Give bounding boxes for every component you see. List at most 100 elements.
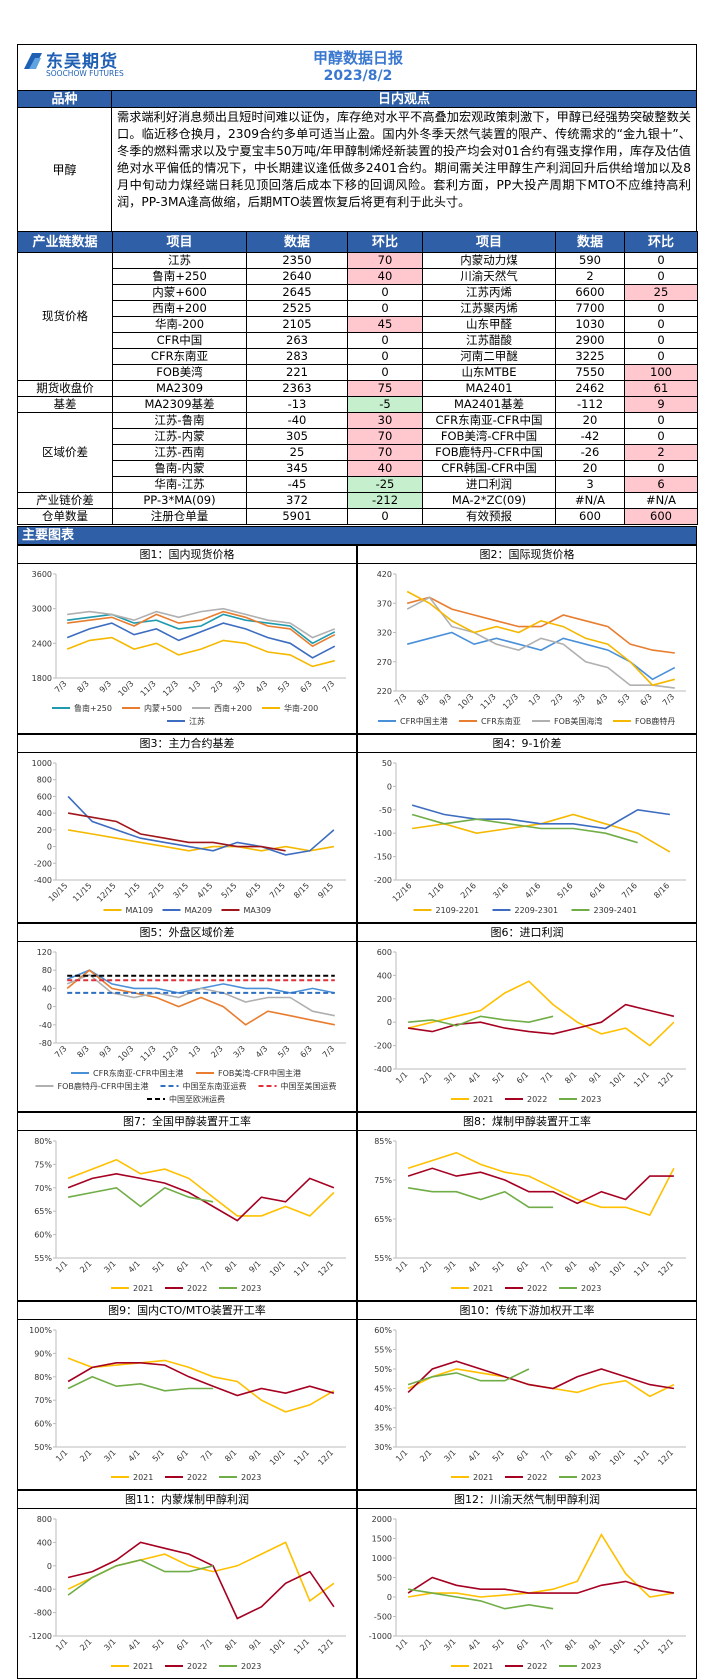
x-tick-label: 1/16 xyxy=(427,881,446,900)
y-tick-label: -80 xyxy=(39,1039,52,1048)
x-tick-label: 6/1 xyxy=(175,1448,190,1463)
y-tick-label: 400 xyxy=(377,971,392,980)
y-tick-label: 2000 xyxy=(372,1515,392,1524)
series-line xyxy=(67,1541,335,1603)
chart: -1000 -500 0 500 1000 1500 2000 1/1 2/1 3/1 4/1 5/1… xyxy=(369,1515,686,1671)
x-tick-label: 2/1 xyxy=(78,1448,93,1463)
x-tick-label: 7/15 xyxy=(268,881,287,900)
legend-label: 2023 xyxy=(581,1473,601,1482)
y-tick-label: -400 xyxy=(34,876,52,885)
series-line xyxy=(66,636,335,668)
view-text: 需求端利好消息频出且短时间难以证伪，库存绝对水平不高叠加宏观政策刺激下，甲醇已经… xyxy=(111,107,697,232)
change-cell: 0 xyxy=(624,268,698,285)
legend-label: CFR东南亚 xyxy=(481,716,521,726)
change-cell: 61 xyxy=(624,380,698,397)
y-tick-label: 45% xyxy=(374,1385,392,1394)
table-row: 基差 MA2309基差 -13 -5 MA2401基差 -112 9 xyxy=(17,396,698,413)
series-line xyxy=(408,1015,554,1027)
change-cell: 0 xyxy=(347,508,423,525)
chart-panel: 图4：9-1价差 -200 -150 -100 -50 0 50 12/16 1/16 2/16 3… xyxy=(357,734,697,923)
item-cell: CFR韩国-CFR中国 xyxy=(422,460,556,477)
x-tick-label: 12/15 xyxy=(95,881,118,904)
x-tick-label: 11/3 xyxy=(479,692,498,711)
x-tick-label: 1/1 xyxy=(54,1259,69,1274)
y-tick-label: -400 xyxy=(34,1585,52,1594)
x-tick-label: 12/3 xyxy=(161,679,180,698)
change-cell: 0 xyxy=(624,460,698,477)
x-tick-label: 9/1 xyxy=(247,1448,262,1463)
x-tick-label: 6/1 xyxy=(175,1637,190,1652)
change-cell: #N/A xyxy=(624,492,698,509)
y-tick-label: 800 xyxy=(37,1515,52,1524)
table-row: 鲁南-内蒙 345 40 CFR韩国-CFR中国 20 0 xyxy=(18,460,698,477)
value-cell: 20 xyxy=(555,412,625,429)
chart-title: 图9：国内CTO/MTO装置开工率 xyxy=(18,1302,356,1320)
item-cell: 进口利润 xyxy=(422,476,556,493)
y-tick-label: -1200 xyxy=(29,1632,52,1641)
value-cell: 221 xyxy=(246,364,348,381)
x-tick-label: 7/1 xyxy=(539,1070,554,1085)
series-line xyxy=(407,1151,675,1217)
item-cell: FOB美湾-CFR中国 xyxy=(422,428,556,445)
chart-panel: 图7：全国甲醇装置开工率 55% 60% 65% 70% 75% 80% 1/1 2/1 3/1 4… xyxy=(17,1112,357,1301)
value-cell: 6600 xyxy=(555,284,625,301)
y-tick-label: 0 xyxy=(387,782,392,791)
value-cell: 2350 xyxy=(246,252,348,269)
chart-title: 图10：传统下游加权开工率 xyxy=(358,1302,696,1320)
series-line xyxy=(411,804,671,830)
x-tick-label: 10/3 xyxy=(116,1044,135,1063)
x-tick-label: 1/1 xyxy=(54,1448,69,1463)
y-tick-label: 60% xyxy=(34,1420,52,1429)
x-tick-label: 2/3 xyxy=(549,692,564,707)
change-cell: 0 xyxy=(347,364,423,381)
logo-subtext: SOOCHOW FUTURES xyxy=(46,69,124,78)
value-cell: 20 xyxy=(555,460,625,477)
value-cell: 345 xyxy=(246,460,348,477)
value-cell: 2105 xyxy=(246,316,348,333)
value-cell: 25 xyxy=(246,444,348,461)
x-tick-label: 7/16 xyxy=(620,881,639,900)
x-tick-label: 4/1 xyxy=(467,1070,482,1085)
chart: 55% 60% 65% 70% 75% 80% 1/1 2/1 3/1 4/1 5/1 6/1 7/1 8… xyxy=(34,1137,346,1293)
y-tick-label: -1000 xyxy=(369,1632,392,1641)
legend-label: 2023 xyxy=(581,1095,601,1104)
item-cell: FOB鹿特丹-CFR中国 xyxy=(422,444,556,461)
series-line xyxy=(407,1532,675,1598)
change-cell: 70 xyxy=(347,444,423,461)
change-cell: 100 xyxy=(624,364,698,381)
y-tick-label: 70% xyxy=(34,1184,52,1193)
chart: 1800 2400 3000 3600 7/3 8/3 9/3 10/3 11/3 12/3 1/3… xyxy=(32,570,346,726)
x-tick-label: 5/1 xyxy=(491,1448,506,1463)
legend-label: 中国至美国运费 xyxy=(281,1081,337,1091)
value-cell: 590 xyxy=(555,252,625,269)
table-row: 产业链价差 PP-3*MA(09) 372 -212 MA-2*ZC(09) #N/A #N… xyxy=(17,492,698,509)
chart: 30% 35% 40% 45% 50% 55% 60% 1/1 2/1 3/1 4/1 5/1 6/1 7… xyxy=(374,1326,686,1482)
x-tick-label: 1/1 xyxy=(394,1448,409,1463)
value-cell: 2 xyxy=(555,268,625,285)
x-tick-label: 12/1 xyxy=(316,1637,335,1656)
series-line xyxy=(67,1541,335,1620)
y-tick-label: 55% xyxy=(374,1346,392,1355)
chart-panel: 图8：煤制甲醇装置开工率 55% 65% 75% 85% 1/1 2/1 3/1 4/1 5/1 6… xyxy=(357,1112,697,1301)
table-row: CFR东南亚 283 0 河南二甲醚 3225 0 xyxy=(18,348,698,365)
series-line xyxy=(67,1186,214,1208)
item-cell: 西南+200 xyxy=(112,300,247,317)
change-cell: -212 xyxy=(347,492,423,509)
series-line xyxy=(407,1003,675,1035)
x-tick-label: 3/1 xyxy=(102,1259,117,1274)
y-tick-label: 600 xyxy=(377,948,392,957)
y-tick-label: 320 xyxy=(377,629,392,638)
legend-label: 2023 xyxy=(241,1662,261,1671)
x-tick-label: 4/1 xyxy=(127,1259,142,1274)
table-header: 环比 xyxy=(347,231,423,253)
legend-label: 2022 xyxy=(527,1473,547,1482)
y-tick-label: 80% xyxy=(34,1137,52,1146)
value-cell: 3225 xyxy=(555,348,625,365)
row-group-label: 期货收盘价 xyxy=(17,380,113,397)
change-cell: 0 xyxy=(347,332,423,349)
x-tick-label: 10/1 xyxy=(608,1448,627,1467)
column-header: 品种 xyxy=(17,90,112,108)
y-tick-label: 0 xyxy=(47,1562,52,1571)
change-cell: 0 xyxy=(624,348,698,365)
item-cell: MA2401 xyxy=(422,380,556,397)
